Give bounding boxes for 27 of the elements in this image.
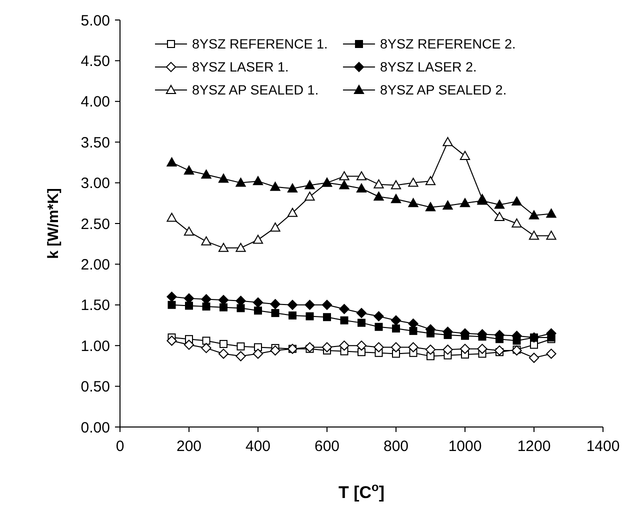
y-tick-label: 3.50 [80,134,110,152]
y-tick-label: 0.00 [80,419,110,436]
legend-label: 8YSZ LASER 2. [380,60,477,75]
legend-label: 8YSZ REFERENCE 1. [192,36,328,52]
x-tick-label: 400 [245,438,271,455]
x-tick-label: 200 [176,438,202,455]
legend-label: 8YSZ AP SEALED 2. [380,82,507,98]
legend-label: 8YSZ AP SEALED 1. [192,82,319,98]
y-tick-label: 0.50 [80,378,110,396]
y-tick-label: 4.50 [80,52,110,70]
legend-label: 8YSZ REFERENCE 2. [380,36,516,52]
y-axis-title: k [W/m*K] [45,188,62,259]
y-tick-label: 5.00 [80,12,110,30]
legend-label: 8YSZ LASER 1. [192,60,289,75]
y-tick-label: 1.50 [80,297,110,314]
x-tick-label: 1200 [517,438,551,455]
x-tick-label: 600 [314,438,340,455]
y-tick-label: 2.00 [80,256,110,274]
x-tick-label: 800 [383,438,409,455]
y-tick-label: 3.00 [80,175,110,192]
x-axis-title: T [C$^{o}$] [338,480,384,502]
y-tick-label: 2.50 [80,216,110,233]
x-tick-label: 1000 [448,438,482,455]
y-tick-label: 1.00 [80,338,110,355]
x-tick-label: 1400 [586,438,620,455]
y-tick-label: 4.00 [80,94,110,111]
x-tick-label: 0 [116,438,124,455]
